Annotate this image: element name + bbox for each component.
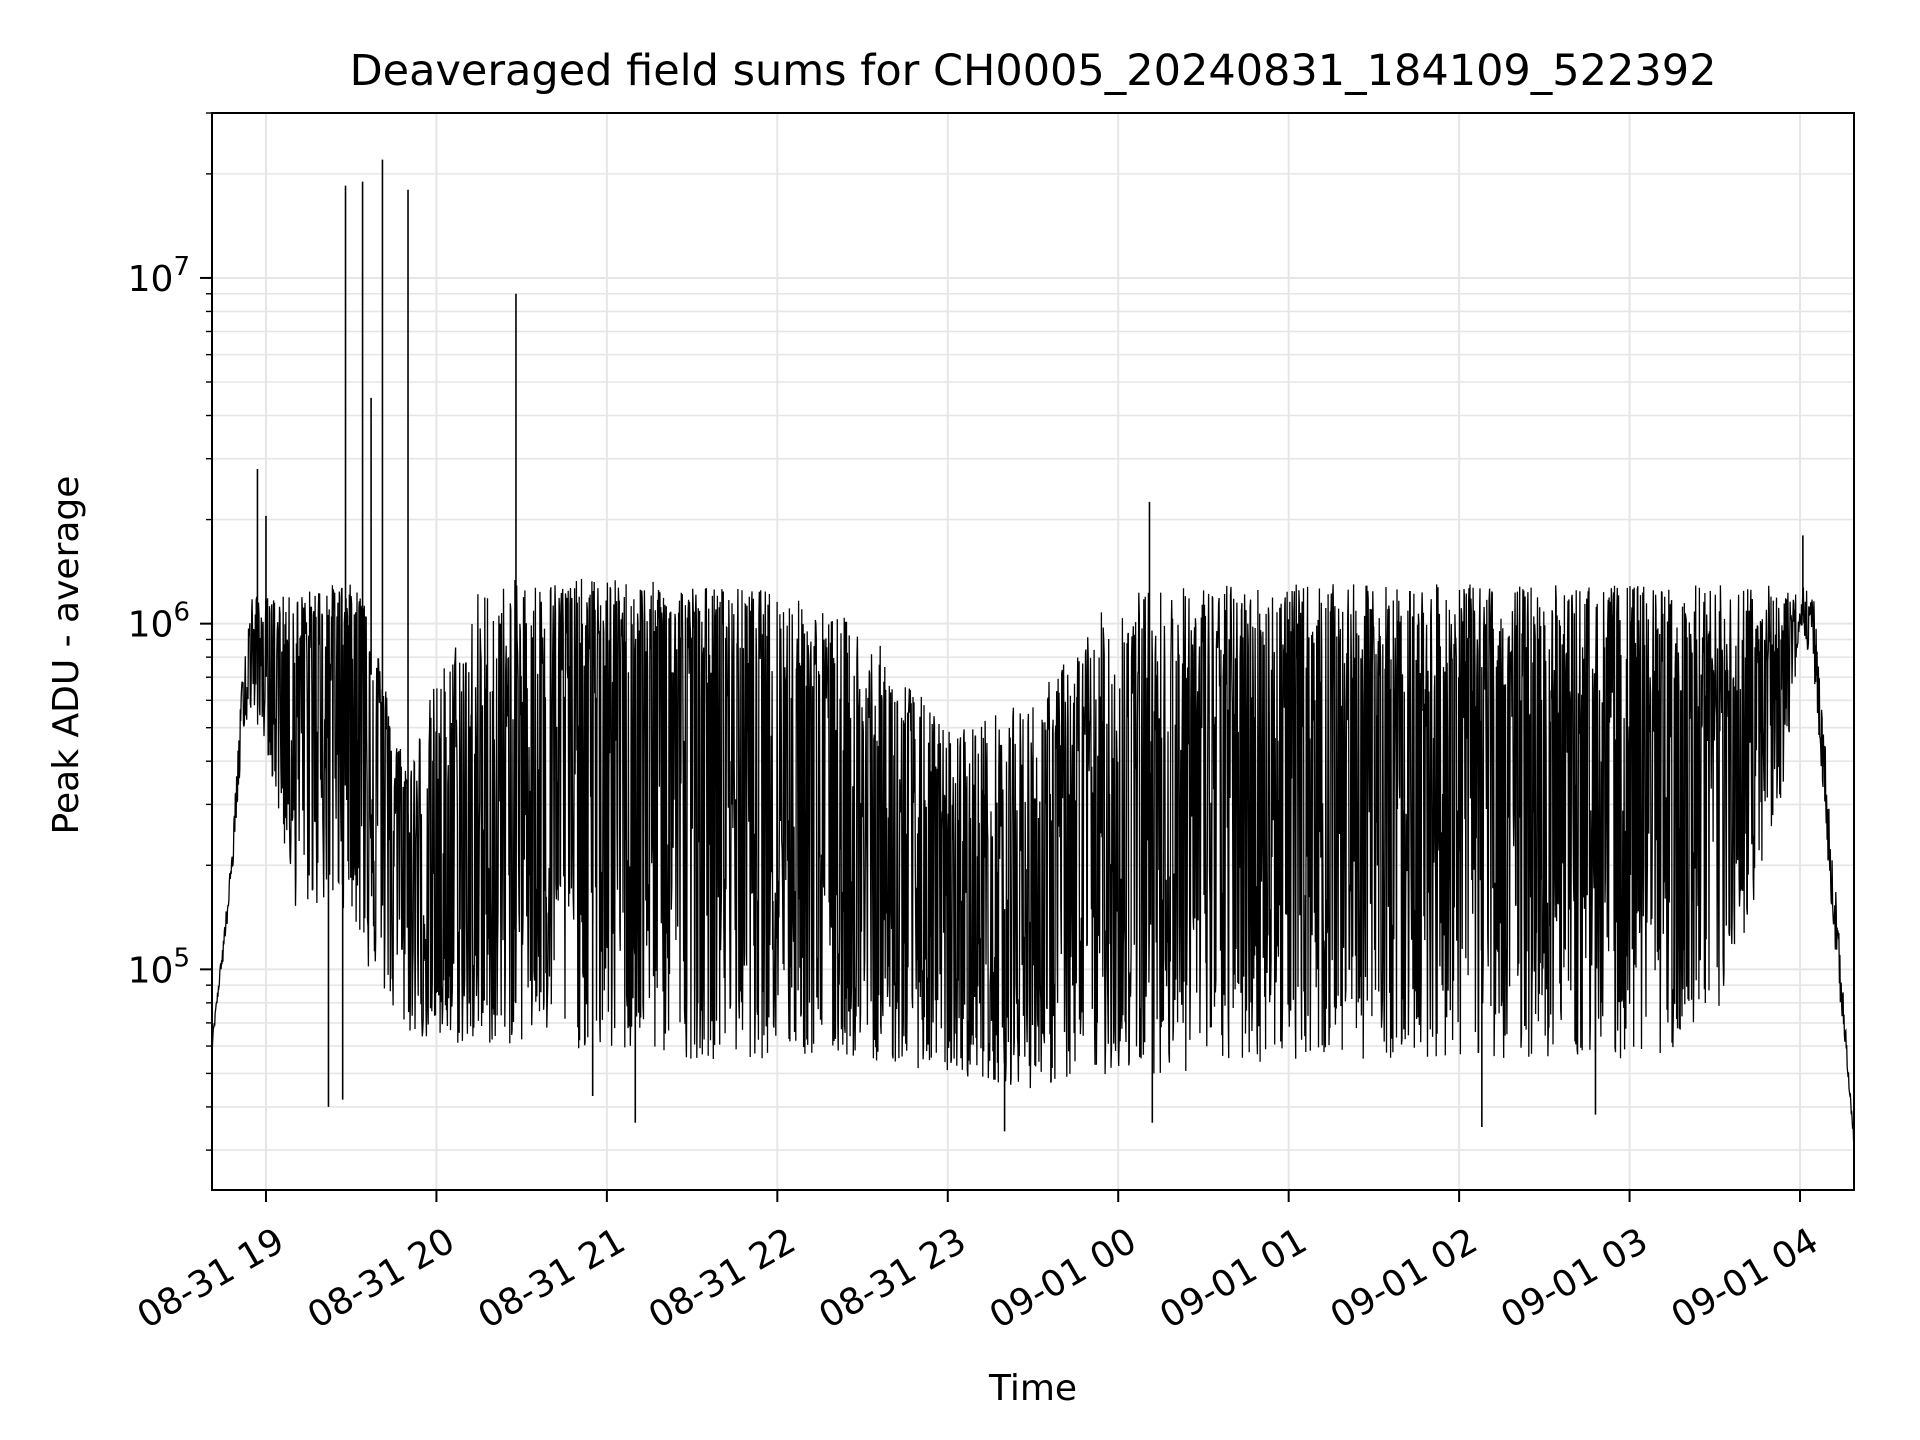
y-tick-base: 10 <box>128 950 174 991</box>
plot-frame <box>211 112 1855 1191</box>
y-tick-label: 106 <box>128 598 190 646</box>
y-axis-label: Peak ADU - average <box>46 476 87 835</box>
y-tick-exponent: 6 <box>173 598 190 628</box>
y-tick-label: 107 <box>128 252 190 300</box>
y-tick-exponent: 7 <box>173 252 190 282</box>
y-tick-label: 105 <box>128 943 190 991</box>
chart-title: Deaveraged field sums for CH0005_2024083… <box>350 46 1717 96</box>
y-tick-exponent: 5 <box>173 943 190 973</box>
series-layer <box>211 159 1855 1142</box>
x-axis-label: Time <box>988 1368 1077 1409</box>
plot-area <box>211 112 1855 1191</box>
y-tick-base: 10 <box>128 259 174 300</box>
series-line <box>211 578 1855 1142</box>
y-tick-base: 10 <box>128 605 174 646</box>
